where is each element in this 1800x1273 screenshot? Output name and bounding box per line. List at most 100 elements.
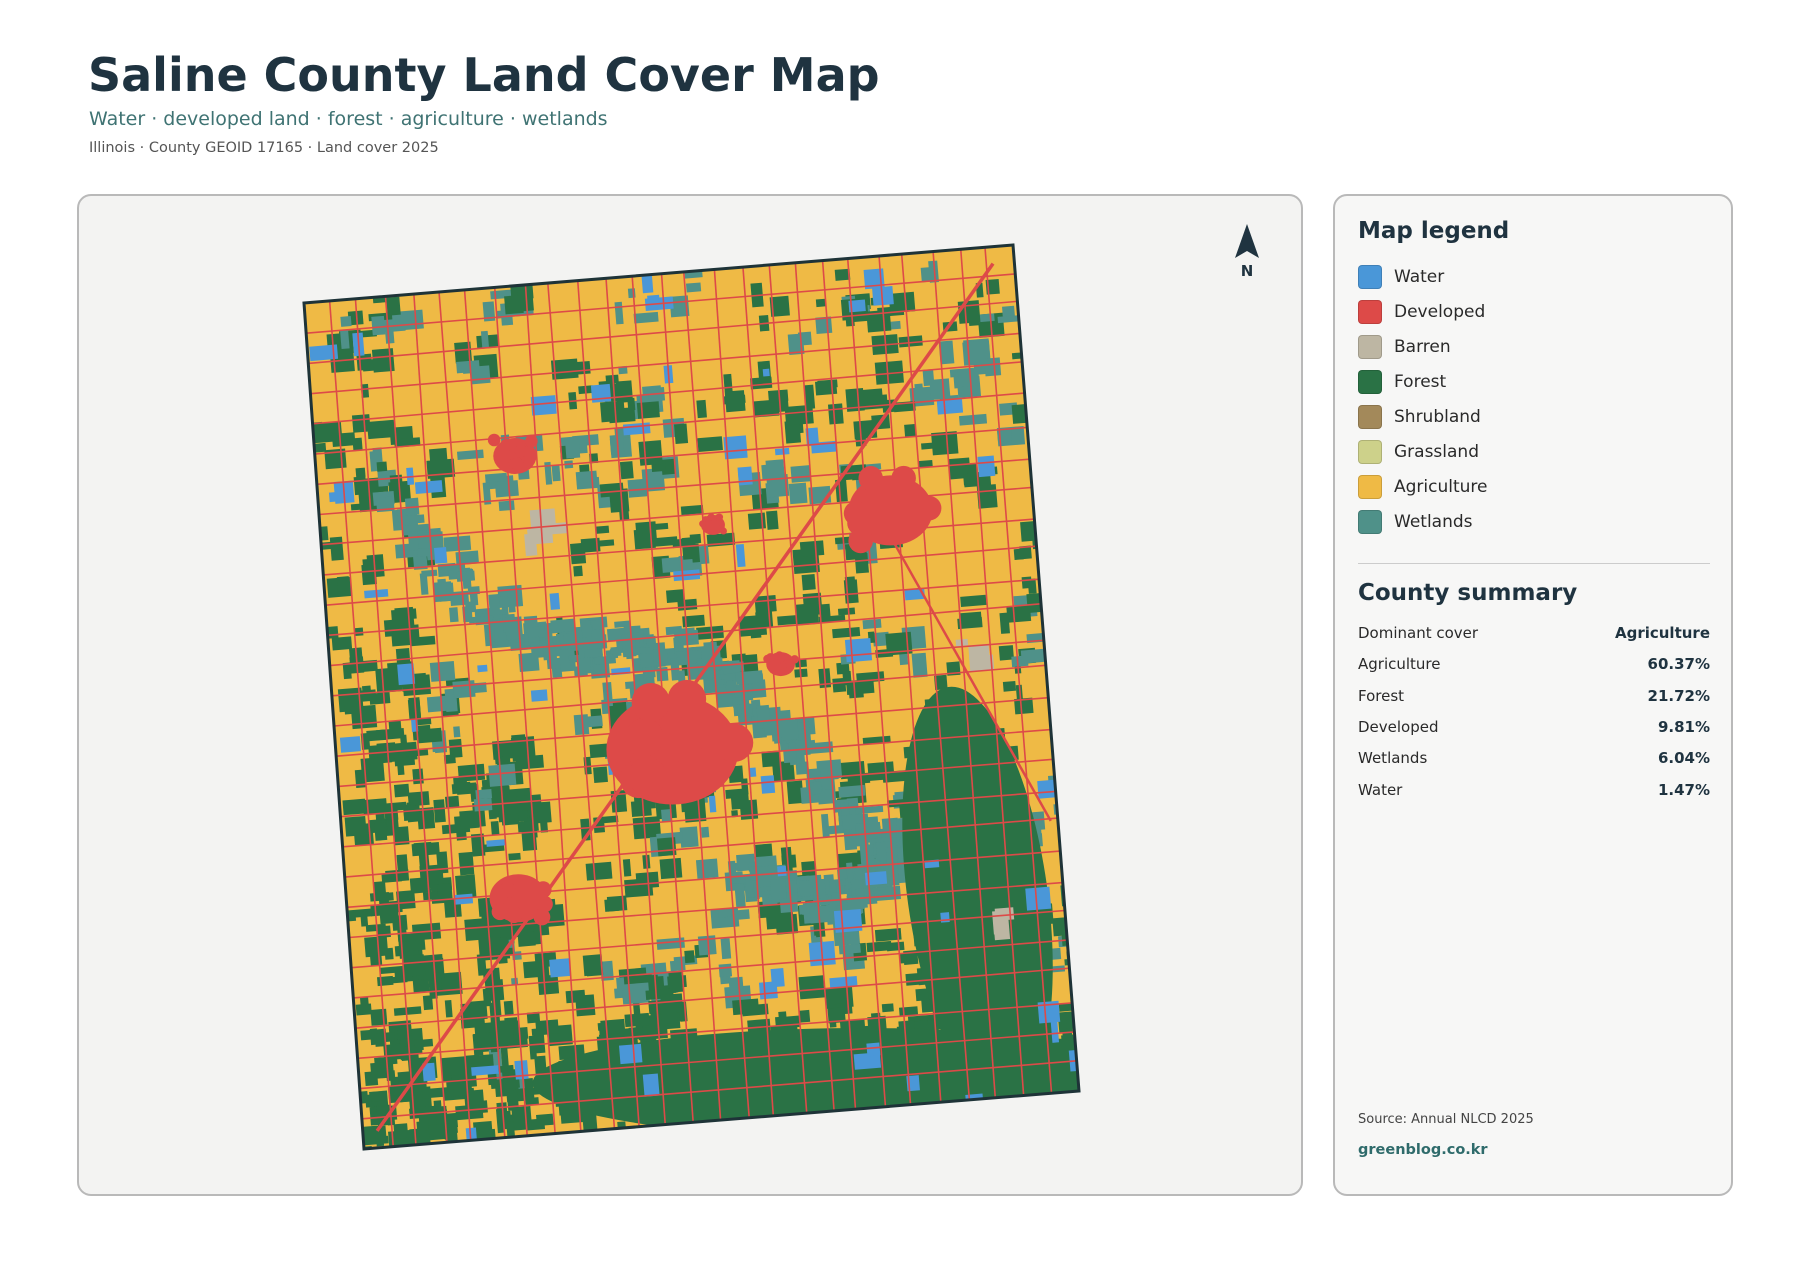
- map-shape: [785, 879, 799, 903]
- map-shape: [431, 972, 443, 990]
- legend-swatch: [1358, 300, 1382, 324]
- map-shape: [517, 931, 536, 947]
- map-shape: [795, 761, 810, 775]
- legend-item: Forest: [1358, 369, 1446, 395]
- map-shape: [457, 763, 486, 782]
- map-shape: [351, 909, 1065, 969]
- map-shape: [346, 850, 1061, 909]
- map-shape: [695, 858, 719, 879]
- map-shape: [642, 525, 655, 541]
- map-shape: [798, 975, 825, 1000]
- map-shape: [501, 813, 520, 826]
- map-shape: [342, 798, 367, 816]
- map-shape: [416, 727, 443, 744]
- title: Saline County Land Cover Map: [88, 48, 880, 102]
- map-shape: [786, 780, 804, 805]
- map-shape: [641, 273, 654, 294]
- map-shape: [838, 784, 866, 798]
- map-shape: [527, 527, 554, 545]
- map-shape: [872, 286, 894, 306]
- map-shape: [704, 519, 712, 527]
- map-shape: [886, 941, 905, 952]
- legend-item: Grassland: [1358, 439, 1479, 465]
- map-shape: [1025, 886, 1052, 911]
- map-shape: [812, 878, 827, 900]
- map-shape: [572, 626, 584, 649]
- legend-label: Grassland: [1394, 442, 1479, 462]
- map-shape: [476, 954, 487, 976]
- map-shape: [530, 395, 557, 416]
- map-shape: [708, 795, 717, 813]
- map-shape: [636, 401, 660, 419]
- map-shape: [576, 476, 600, 488]
- map-shape: [806, 768, 821, 779]
- map-shape: [719, 527, 727, 535]
- map-shape: [1050, 1021, 1060, 1043]
- map-shape: [881, 1003, 894, 1013]
- map-shape: [677, 598, 698, 611]
- map-shape: [1037, 1000, 1061, 1024]
- map-shape: [362, 798, 388, 815]
- map-shape: [304, 420, 308, 442]
- map-shape: [532, 1028, 1079, 1139]
- map-shape: [403, 1045, 423, 1056]
- map-shape: [608, 407, 636, 424]
- legend-title: Map legend: [1358, 218, 1510, 244]
- map-shape: [426, 695, 449, 713]
- map-shape: [691, 543, 701, 563]
- map-shape: [740, 703, 753, 725]
- map-shape: [605, 374, 619, 384]
- legend-item: Agriculture: [1358, 474, 1488, 500]
- map-shape: [538, 640, 547, 648]
- map-shape: [536, 895, 553, 913]
- map-shape: [331, 639, 1044, 697]
- map-shape: [412, 553, 428, 570]
- map-shape: [843, 828, 858, 851]
- map-shape: [595, 525, 610, 534]
- map-shape: [718, 963, 733, 978]
- map-shape: [723, 373, 733, 392]
- map-shape: [437, 883, 451, 895]
- map-shape: [402, 954, 426, 977]
- map-shape: [312, 361, 1023, 425]
- map-shape: [696, 399, 707, 419]
- map-shape: [475, 788, 493, 800]
- map: N: [302, 224, 1259, 1151]
- map-shape: [878, 255, 942, 1103]
- map-shape: [309, 344, 339, 362]
- map-shape: [977, 455, 996, 478]
- map-shape: [651, 536, 678, 547]
- map-shape: [838, 943, 861, 955]
- map-shape: [482, 917, 512, 942]
- map-shape: [477, 1037, 485, 1048]
- map-shape: [336, 576, 350, 592]
- legend-item: Shrubland: [1358, 404, 1481, 430]
- map-shape: [518, 652, 540, 672]
- map-shape: [448, 738, 463, 758]
- map-shape: [717, 684, 727, 693]
- map-shape: [735, 543, 746, 568]
- map-shape: [848, 681, 864, 699]
- map-shape: [706, 1121, 723, 1139]
- map-shape: [420, 1143, 441, 1149]
- map-shape: [398, 1148, 424, 1149]
- map-shape: [650, 522, 669, 531]
- map-shape: [762, 368, 770, 377]
- map-shape: [549, 958, 571, 978]
- map-shape: [854, 866, 865, 880]
- map-shape: [339, 736, 362, 753]
- map-shape: [777, 1129, 799, 1145]
- map-shape: [675, 649, 703, 666]
- map-shape: [1030, 414, 1059, 437]
- map-shape: [769, 295, 790, 317]
- meta: Illinois · County GEOID 17165 · Land cov…: [89, 140, 439, 156]
- map-shape: [547, 1138, 568, 1149]
- map-shape: [637, 1027, 649, 1041]
- map-shape: [904, 588, 926, 601]
- map-shape: [684, 950, 695, 964]
- map-shape: [464, 918, 489, 941]
- link[interactable]: greenblog.co.kr: [1358, 1142, 1488, 1158]
- map-shape: [422, 1087, 448, 1099]
- map-shape: [984, 247, 1053, 1094]
- map-shape: [361, 1060, 1077, 1120]
